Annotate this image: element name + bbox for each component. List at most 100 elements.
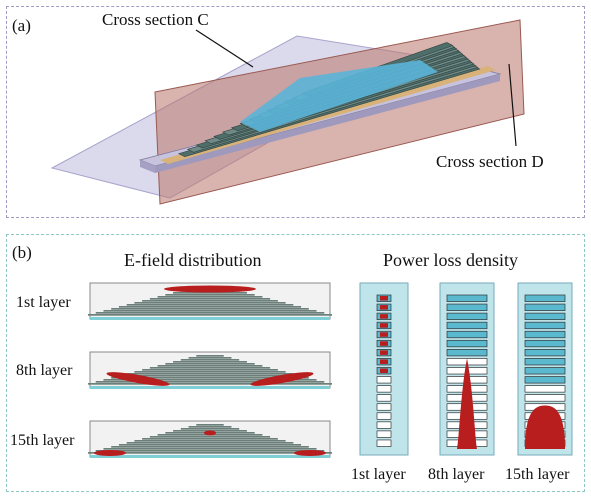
efield-layer [118,375,302,377]
efield-layer [180,428,240,430]
efield-layer [173,361,247,363]
efield-layer [134,302,286,304]
efield-layer [157,365,263,367]
efield-substrate [90,386,330,389]
base-strip [160,66,496,164]
power-layer [524,303,566,311]
power-layer [376,376,392,384]
power-layer [524,376,566,384]
efield-substrate [90,317,330,320]
efield-layer [95,450,325,452]
efield-substrate [90,455,330,458]
power-hotspot [525,405,565,449]
power-title: Power loss density [383,250,518,270]
power-layer [376,439,392,447]
power-layer [376,412,392,420]
efield-layer [196,424,224,426]
power-col-label-15: 15th layer [505,466,570,483]
power-layer [376,421,392,429]
power-hotspot [380,341,388,346]
power-layer [446,294,488,302]
efield-plots [88,282,332,458]
panel-b-label: (b) [12,243,32,262]
efield-layer [118,306,302,308]
leader-line-d [508,63,517,147]
efield-layer [173,292,247,294]
efield-layer [111,308,309,310]
efield-layer [103,310,317,312]
power-layer [376,394,392,402]
top-cyan-surface [240,60,438,132]
power-layer [446,339,488,348]
power-layer [376,430,392,438]
power-layer [446,330,488,339]
power-layer [446,312,488,321]
efield-layer [149,298,271,300]
efield-layer [188,357,232,359]
efield-layer [180,359,240,361]
leader-line-c [195,29,254,68]
power-hotspot [380,323,388,328]
power-layer [446,303,488,311]
efield-layer [165,294,255,296]
efield-layer [126,442,294,444]
power-layer [524,321,566,330]
power-loss-plots [359,282,573,456]
substrate-side [155,74,500,173]
panel-a-label: (a) [12,16,31,35]
power-hotspot [380,314,388,319]
efield-layer [196,355,224,357]
power-layer [524,385,566,393]
efield-layer [95,312,325,314]
power-layer [524,339,566,348]
power-hotspot [380,359,388,364]
efield-layer [95,381,325,383]
power-layer [524,312,566,321]
power-layer [376,403,392,411]
efield-layer [126,304,294,306]
efield-layer [149,367,271,369]
efield-layer [134,371,286,373]
efield-hotspot [294,450,326,456]
power-layer [524,349,566,357]
efield-layer [142,300,278,302]
efield-row-label-15: 15th layer [10,432,75,449]
substrate-edge [140,160,155,173]
efield-layer [118,444,302,446]
structure-3d-illustration [50,19,525,205]
efield-layer [142,438,278,440]
efield-hotspot [164,285,256,293]
power-hotspot [457,358,477,449]
efield-layer [103,448,317,450]
efield-layer [103,379,317,381]
efield-layer [111,446,309,448]
efield-hotspot [204,430,216,436]
efield-layer [88,383,332,385]
power-layer [524,294,566,302]
power-col-label-8: 8th layer [428,466,485,483]
power-layer [524,367,566,375]
efield-hotspot [94,450,126,456]
efield-layer [88,452,332,454]
power-layer [524,358,566,366]
power-layer [524,394,566,402]
power-layer [446,321,488,330]
efield-row-label-1: 1st layer [16,294,71,311]
efield-layer [149,436,271,438]
efield-layer [188,426,232,428]
efield-layer [134,440,286,442]
power-hotspot [380,368,388,374]
panel-a [6,6,585,218]
efield-hotspot [106,372,170,386]
efield-layer [142,369,278,371]
power-col-label-1: 1st layer [351,466,406,483]
efield-layer [157,296,263,298]
panel-b [6,234,585,492]
efield-layer [165,363,255,365]
power-layer [376,385,392,393]
efield-layer [88,314,332,316]
power-hotspot [380,296,388,301]
cross-section-c-label: Cross section C [102,10,209,29]
power-layer [446,349,488,357]
